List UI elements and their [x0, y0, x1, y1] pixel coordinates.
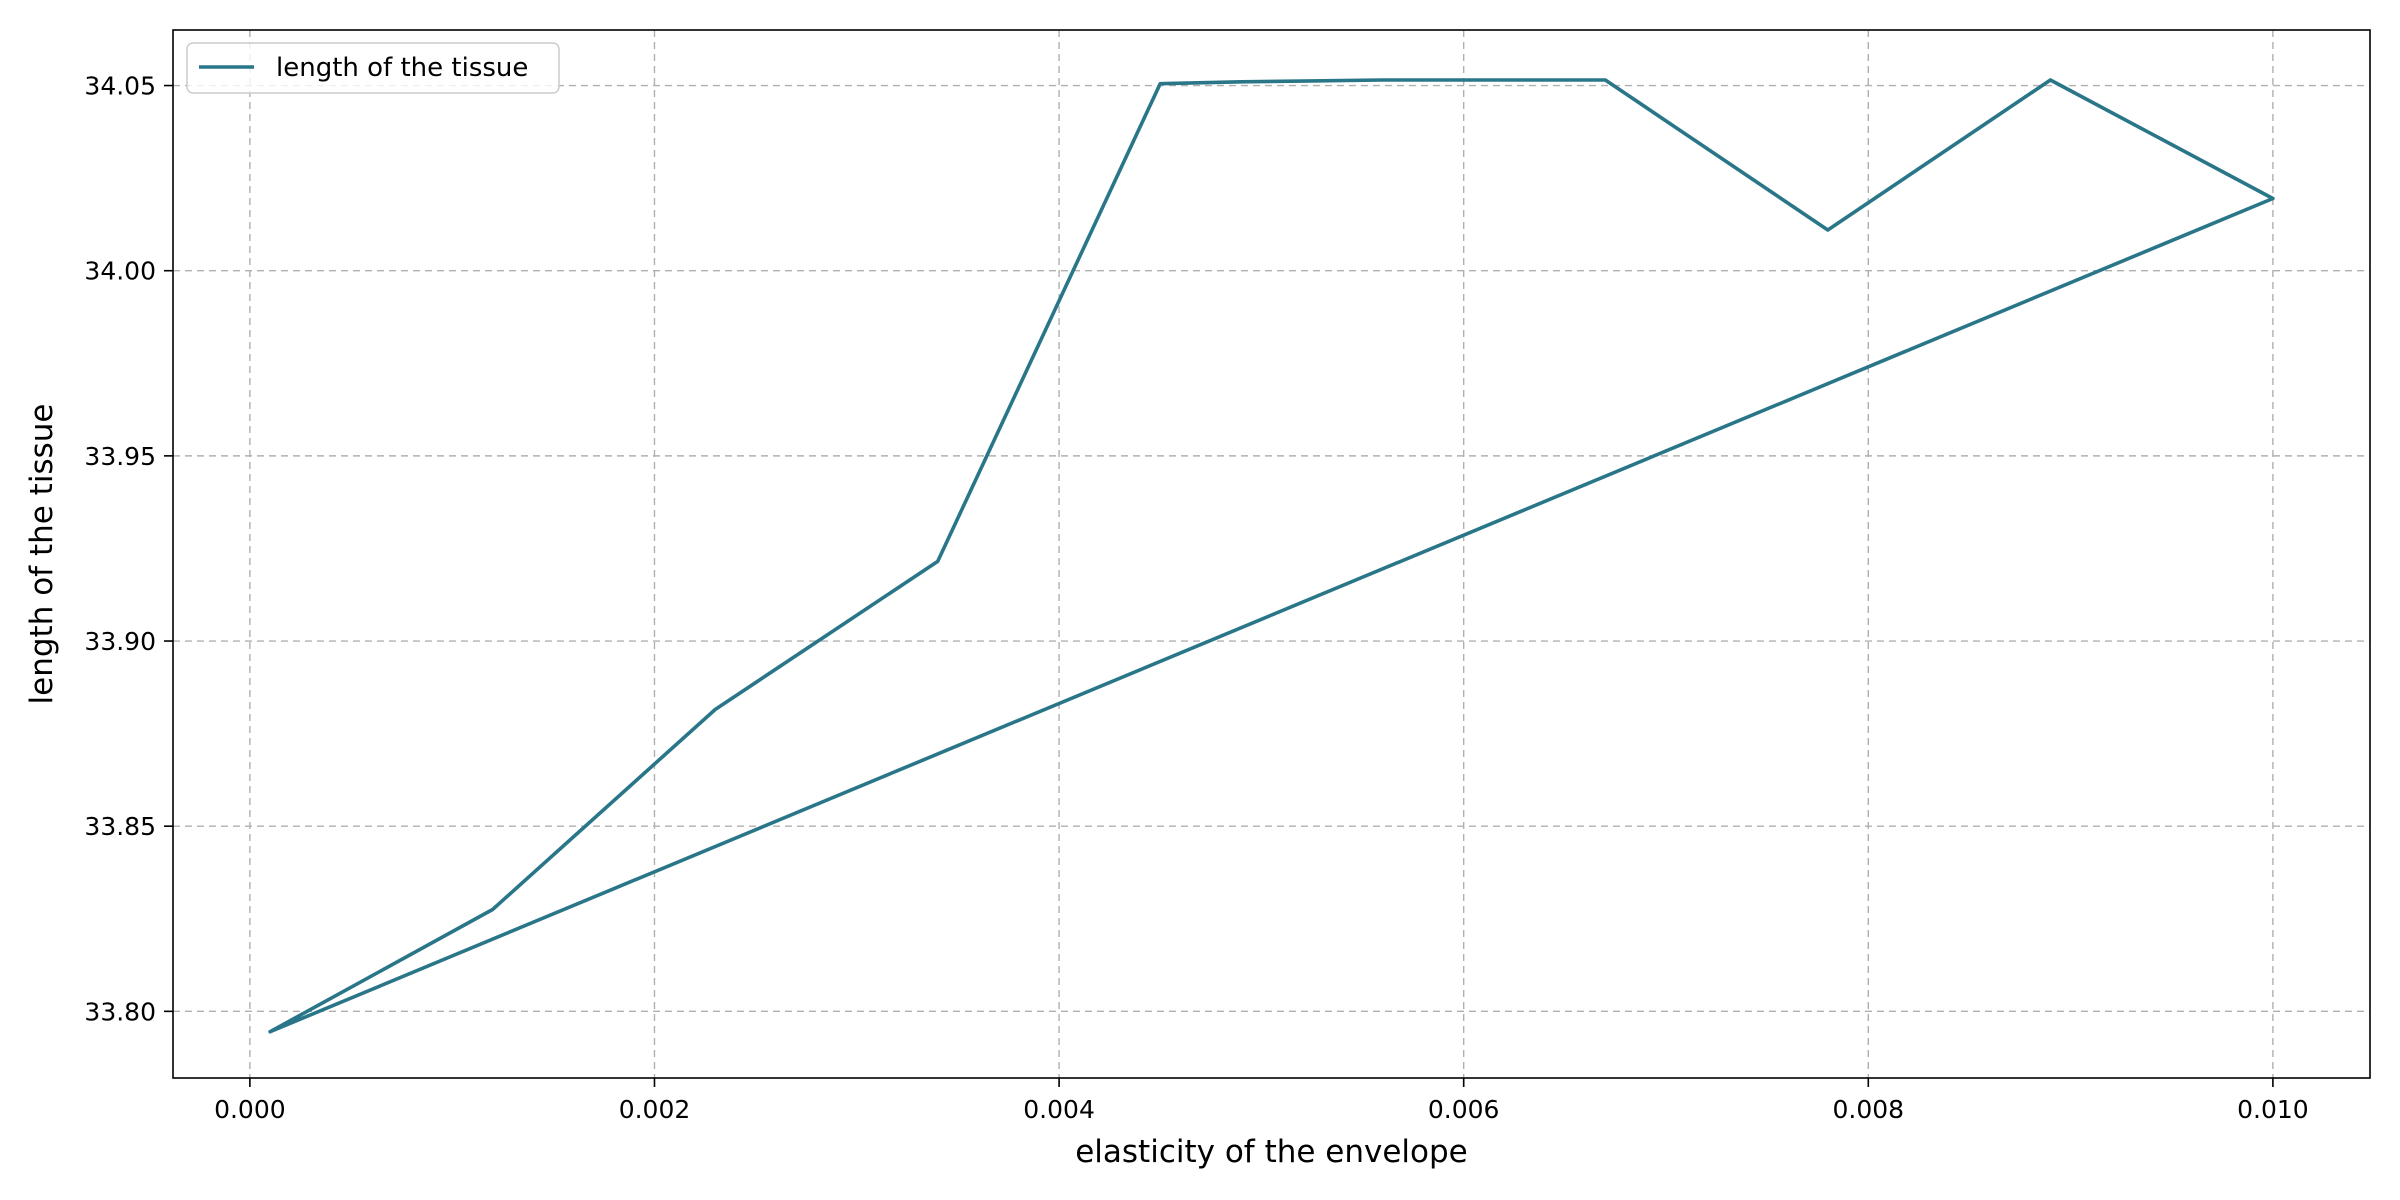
y-tick-label: 33.85 [84, 812, 156, 841]
x-tick-label: 0.008 [1833, 1095, 1905, 1124]
legend-label: length of the tissue [276, 53, 528, 83]
y-axis-ticks: 33.80 33.85 33.90 33.95 34.00 34.05 [84, 72, 173, 1026]
x-tick-label: 0.006 [1428, 1095, 1500, 1124]
x-axis-label: elasticity of the envelope [1075, 1134, 1468, 1170]
y-tick-label: 33.90 [84, 627, 156, 656]
series-line [268, 78, 2275, 1034]
x-tick-label: 0.002 [619, 1095, 691, 1124]
x-tick-label: 0.010 [2237, 1095, 2309, 1124]
grid-lines [173, 30, 2370, 1078]
y-tick-label: 33.80 [84, 997, 156, 1026]
x-tick-label: 0.004 [1023, 1095, 1095, 1124]
y-tick-label: 34.05 [84, 72, 156, 101]
series-layer [268, 78, 2275, 1034]
y-axis-label: length of the tissue [24, 404, 60, 705]
plot-frame [172, 29, 2371, 1079]
x-axis-ticks: 0.000 0.002 0.004 0.006 0.008 0.010 [214, 1078, 2309, 1124]
y-tick-label: 34.00 [84, 257, 156, 286]
legend-box [186, 42, 560, 94]
x-tick-label: 0.000 [214, 1095, 286, 1124]
y-tick-label: 33.95 [84, 442, 156, 471]
legend: length of the tissue [186, 42, 560, 94]
